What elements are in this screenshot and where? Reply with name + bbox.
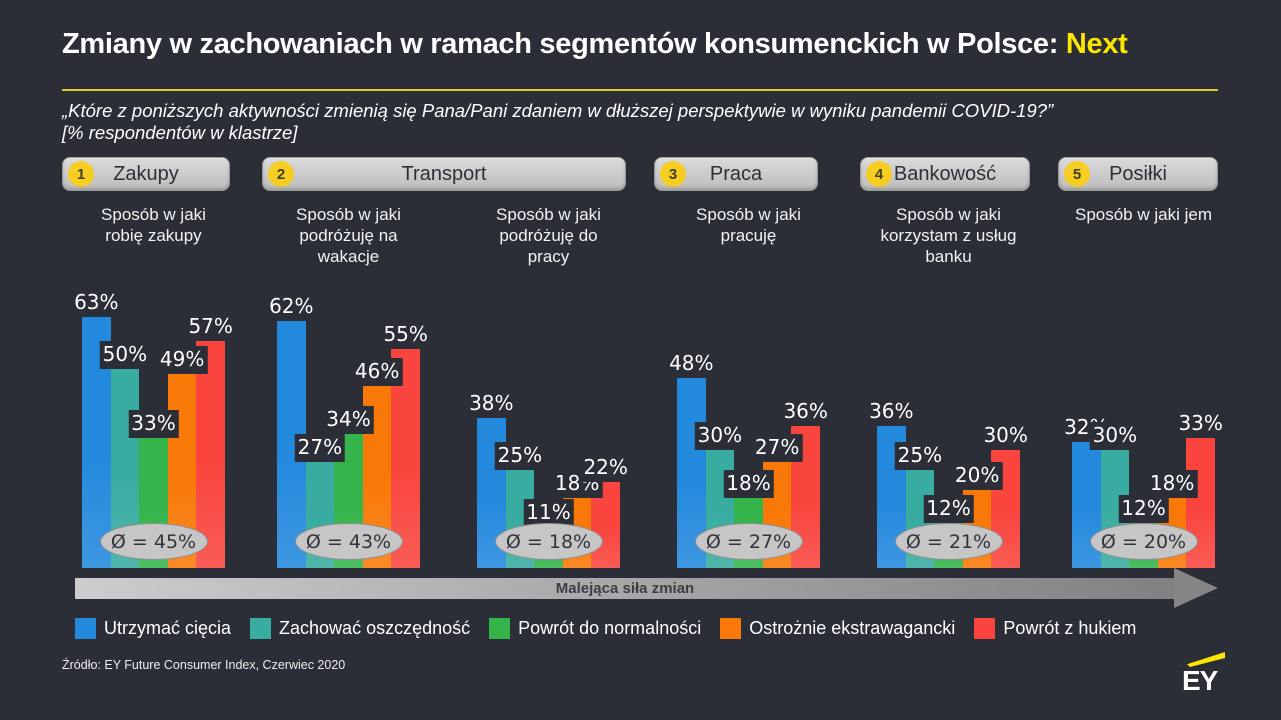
ey-logo: EY	[1182, 652, 1226, 695]
bar-value-label: 36%	[866, 398, 917, 426]
bar-value-label: 49%	[156, 346, 208, 374]
bar-group: 48% 30% 18% 27% 36% Ø = 27%	[666, 293, 831, 568]
average-ellipse: Ø = 45%	[99, 523, 208, 560]
chart-board: 1 Zakupy 2 Transport 3 Praca 4 Bankowość 5 Posiłk…	[62, 155, 1226, 620]
legend-swatch	[489, 618, 511, 639]
bar	[196, 338, 225, 568]
segment-label: Transport	[401, 162, 487, 185]
subchart-label: Sposób w jaki robię zakupy	[101, 205, 206, 245]
bar-value-label: 18%	[723, 470, 774, 498]
bar-value-label: 55%	[380, 321, 431, 349]
segment-label: Bankowość	[893, 162, 997, 185]
bar-value-label: 38%	[466, 390, 517, 418]
average-ellipse: Ø = 27%	[694, 523, 803, 560]
page-title-main: Zmiany w zachowaniach w ramach segmentów…	[62, 28, 1066, 60]
bar-value-label: 57%	[185, 313, 236, 341]
bar-value-label: 33%	[128, 410, 179, 438]
legend-item: Powrót z hukiem	[974, 618, 1136, 639]
bar-value-label: 12%	[923, 495, 974, 523]
legend-item: Zachować oszczędność	[250, 618, 470, 639]
segment-number-badge: 2	[268, 161, 294, 187]
bar-group: 38% 25% 11% 18% 22% Ø = 18%	[466, 293, 631, 568]
segment-label: Praca	[709, 162, 763, 185]
bar-value-label: 46%	[351, 358, 403, 386]
trend-arrow-head	[1174, 568, 1218, 608]
legend-label: Powrót z hukiem	[1003, 618, 1137, 638]
legend-swatch	[974, 618, 996, 639]
bar-group: 36% 25% 12% 20% 30% Ø = 21%	[866, 293, 1031, 568]
subchart-label: Sposób w jaki korzystam z usług banku	[880, 205, 1017, 266]
bar-group: 62% 27% 34% 46% 55% Ø = 43%	[266, 293, 431, 568]
trend-arrow-label: Malejąca siła zmian	[555, 580, 695, 597]
subtitle-question: „Które z poniższych aktywności zmienią s…	[62, 100, 1054, 121]
legend-item: Utrzymać cięcia	[75, 618, 231, 639]
bar-value-label: 11%	[523, 499, 574, 527]
ey-logo-text: EY	[1182, 665, 1218, 696]
legend-swatch	[75, 618, 96, 639]
segment-label: Zakupy	[113, 162, 179, 185]
legend-item: Ostrożnie ekstrawagancki	[720, 618, 955, 639]
title-divider	[62, 89, 1218, 91]
legend-label: Utrzymać cięcia	[104, 618, 232, 638]
bar-value-label: 48%	[666, 350, 717, 378]
bar-value-label: 22%	[580, 454, 631, 482]
bar-value-label: 25%	[494, 442, 546, 470]
bar-value-label: 18%	[1146, 470, 1198, 498]
bar-group: 32% 30% 12% 18% 33% Ø = 20%	[1061, 293, 1226, 568]
legend-item: Powrót do normalności	[489, 618, 701, 639]
legend-swatch	[720, 618, 742, 639]
segment-number-badge: 5	[1064, 161, 1090, 187]
page-title: Zmiany w zachowaniach w ramach segmentów…	[62, 28, 1222, 61]
legend: Utrzymać cięcia Zachować oszczędność Powró…	[75, 618, 1136, 639]
segment-pill-praca: 3 Praca	[654, 157, 818, 191]
bar-value-label: 27%	[294, 434, 346, 462]
bar-value-label: 33%	[1175, 410, 1226, 438]
bar-value-label: 12%	[1118, 495, 1169, 523]
average-ellipse: Ø = 20%	[1089, 523, 1198, 560]
bar-value-label: 20%	[951, 462, 1003, 490]
bar-value-label: 30%	[980, 422, 1031, 450]
segment-pill-bankowość: 4 Bankowość	[860, 157, 1030, 191]
bar-value-label: 36%	[780, 398, 831, 426]
bar	[677, 375, 706, 568]
segment-label: Posiłki	[1109, 162, 1167, 185]
average-ellipse: Ø = 18%	[494, 523, 603, 560]
bar	[791, 423, 820, 568]
subtitle-unit-note: [% respondentów w klastrze]	[62, 122, 298, 143]
bar-value-label: 34%	[323, 406, 374, 434]
subtitle: „Które z poniższych aktywności zmienią s…	[62, 100, 1222, 144]
legend-label: Powrót do normalności	[518, 618, 702, 638]
bar-value-label: 30%	[694, 422, 746, 450]
average-ellipse: Ø = 43%	[294, 523, 403, 560]
bar-value-label: 27%	[751, 434, 803, 462]
legend-label: Ostrożnie ekstrawagancki	[749, 618, 956, 638]
bar	[877, 423, 906, 568]
segment-number-badge: 1	[68, 161, 94, 187]
bar-value-label: 50%	[99, 341, 151, 369]
source-note: Źródło: EY Future Consumer Index, Czerwi…	[62, 658, 346, 672]
segment-pill-zakupy: 1 Zakupy	[62, 157, 230, 191]
trend-arrow-body	[75, 578, 1175, 599]
bar-value-label: 30%	[1089, 422, 1141, 450]
bar-value-label: 63%	[71, 289, 122, 317]
page-title-accent: Next	[1065, 28, 1128, 60]
average-ellipse: Ø = 21%	[894, 523, 1003, 560]
segment-pill-posiłki: 5 Posiłki	[1058, 157, 1218, 191]
subchart-label: Sposób w jaki podróżuję do pracy	[496, 205, 601, 266]
bar-value-label: 62%	[266, 293, 317, 321]
subchart-label: Sposób w jaki pracuję	[696, 205, 801, 245]
subchart-label: Sposób w jaki jem	[1074, 205, 1212, 224]
bar-group: 63% 50% 33% 49% 57% Ø = 45%	[71, 289, 236, 568]
segment-number-badge: 4	[866, 161, 892, 187]
segment-number-badge: 3	[660, 161, 686, 187]
subchart-label: Sposób w jaki podróżuję na wakacje	[296, 205, 401, 266]
segment-pill-transport: 2 Transport	[262, 157, 626, 191]
legend-label: Zachować oszczędność	[279, 618, 471, 638]
bar-value-label: 25%	[894, 442, 946, 470]
legend-swatch	[250, 618, 272, 639]
